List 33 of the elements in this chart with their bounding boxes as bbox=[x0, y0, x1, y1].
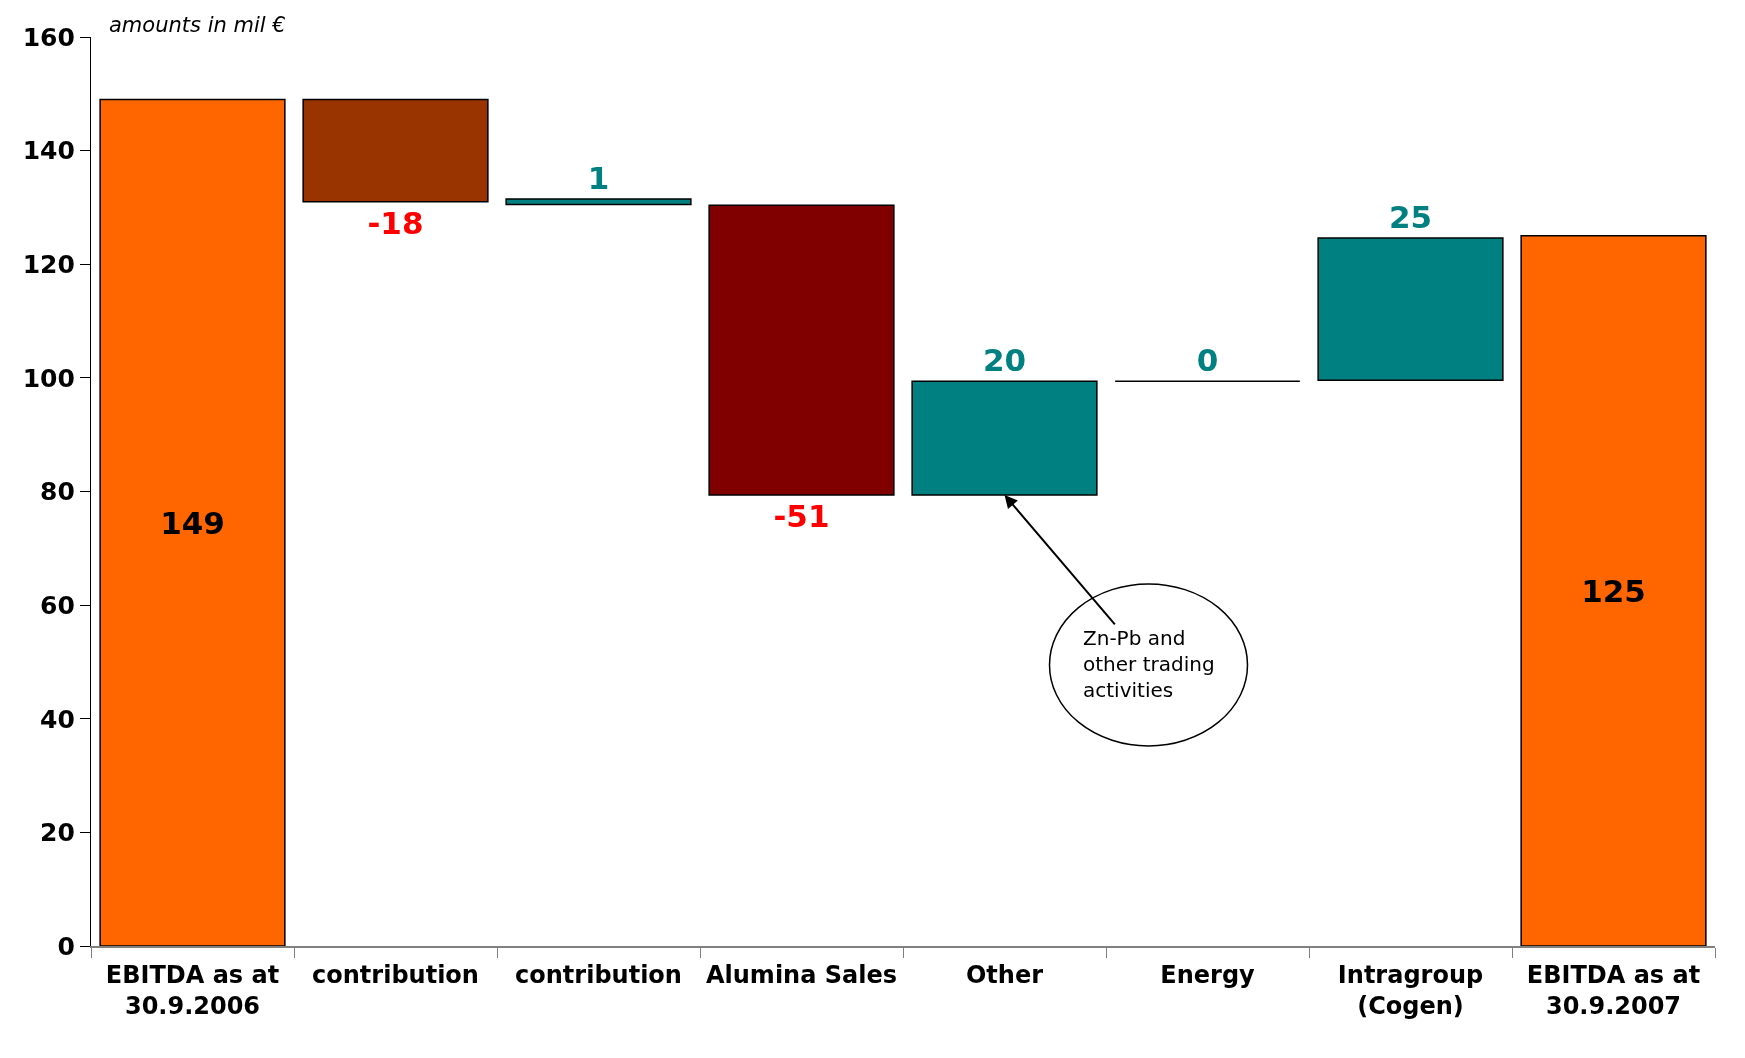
data-label: -18 bbox=[367, 204, 424, 241]
bar bbox=[505, 198, 692, 206]
y-tick-label: 20 bbox=[40, 818, 75, 848]
bar bbox=[708, 204, 895, 496]
bar bbox=[99, 98, 286, 946]
bar bbox=[1520, 235, 1707, 946]
x-tick-label: Energy bbox=[1160, 961, 1256, 989]
data-label: 1 bbox=[587, 159, 610, 196]
y-tick-label: 0 bbox=[57, 931, 75, 961]
y-axis-title: amounts in mil € bbox=[109, 13, 286, 37]
y-tick-label: 100 bbox=[22, 363, 75, 393]
y-tick-label: 140 bbox=[22, 136, 75, 166]
y-tick-label: 40 bbox=[40, 704, 75, 734]
data-label: 125 bbox=[1581, 572, 1646, 609]
y-tick-label: 120 bbox=[22, 250, 75, 279]
data-label: 20 bbox=[982, 342, 1027, 379]
bar bbox=[302, 98, 489, 203]
y-tick-label: 160 bbox=[22, 22, 75, 52]
x-tick-label: EBITDA as at 30.9.2007 bbox=[1526, 961, 1701, 1021]
x-tick-label: Alumina Sales bbox=[705, 961, 898, 989]
annotation: Zn-Pb and other trading activities bbox=[1083, 626, 1215, 702]
x-tick-label: Intragroup (Cogen) bbox=[1337, 961, 1484, 1021]
x-tick-label: Other bbox=[965, 961, 1044, 989]
data-label: 0 bbox=[1196, 342, 1219, 379]
data-label: 25 bbox=[1388, 199, 1433, 236]
data-label: -51 bbox=[773, 497, 830, 534]
x-tick-label: contribution bbox=[312, 961, 479, 989]
x-tick-label: EBITDA as at 30.9.2006 bbox=[105, 961, 280, 1021]
data-label: 149 bbox=[160, 504, 225, 541]
y-tick-label: 60 bbox=[40, 590, 75, 620]
y-tick-label: 80 bbox=[40, 477, 75, 507]
bar bbox=[1317, 237, 1504, 381]
x-tick-label: contribution bbox=[515, 961, 682, 989]
